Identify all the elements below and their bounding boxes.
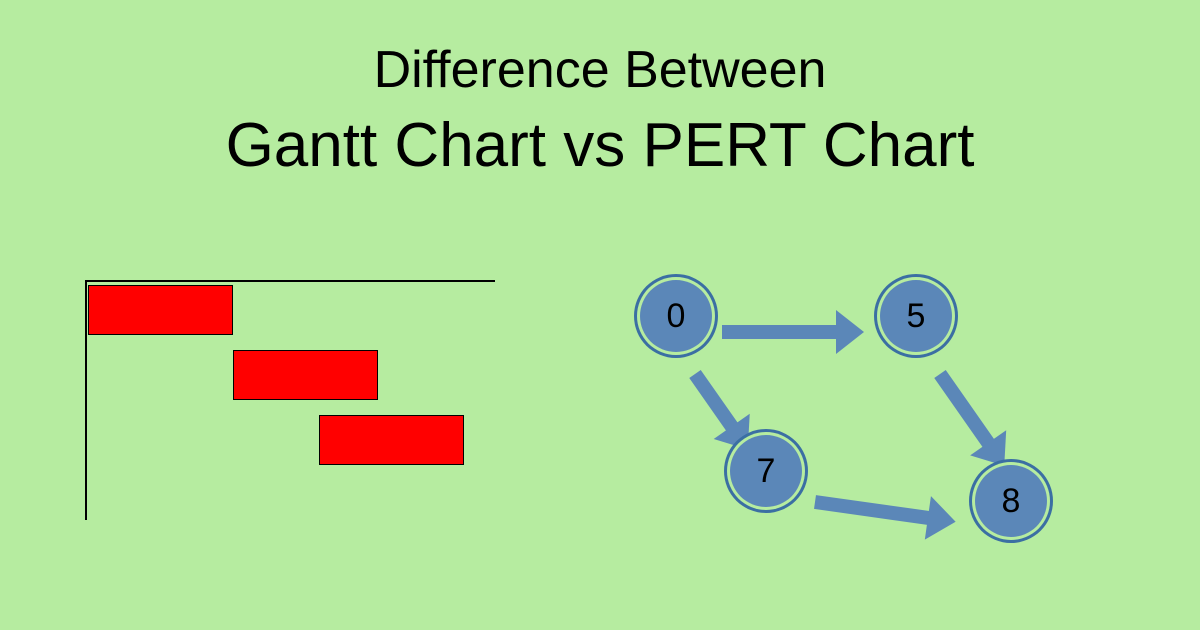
- pert-edge: [722, 310, 862, 354]
- gantt-y-axis: [85, 280, 87, 520]
- pert-node-label: 7: [757, 452, 776, 491]
- pert-node: 8: [975, 465, 1047, 537]
- pert-edge: [812, 480, 957, 543]
- title-line-2: Gantt Chart vs PERT Chart: [0, 110, 1200, 181]
- title-line-1: Difference Between: [0, 40, 1200, 100]
- pert-chart: 0 5 7 8: [640, 280, 1160, 600]
- gantt-chart: [85, 280, 505, 520]
- gantt-x-axis: [85, 280, 495, 282]
- pert-node: 7: [730, 435, 802, 507]
- infographic-canvas: Difference Between Gantt Chart vs PERT C…: [0, 0, 1200, 630]
- pert-node: 0: [640, 280, 712, 352]
- pert-node-label: 5: [907, 297, 926, 336]
- pert-edge: [922, 361, 1021, 476]
- gantt-bar: [88, 285, 233, 335]
- pert-node-label: 0: [667, 297, 686, 336]
- gantt-bar: [319, 415, 464, 465]
- pert-node-label: 8: [1002, 482, 1021, 521]
- gantt-bar: [233, 350, 378, 400]
- pert-node: 5: [880, 280, 952, 352]
